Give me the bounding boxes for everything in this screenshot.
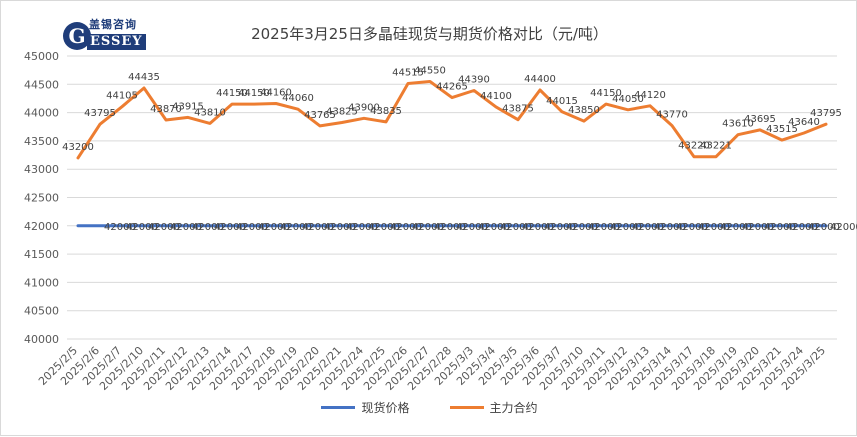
spot-data-label: 42000 <box>610 222 642 233</box>
futures-data-label: 44015 <box>546 96 578 107</box>
legend-label-futures: 主力合约 <box>489 401 538 415</box>
futures-data-label: 43810 <box>194 107 226 118</box>
logo-chinese-text: 盖锡咨询 <box>89 18 137 31</box>
futures-data-label: 43770 <box>656 110 688 121</box>
futures-data-label: 44060 <box>282 93 314 104</box>
y-tick-label: 43500 <box>24 135 59 148</box>
futures-data-label: 44390 <box>458 75 490 86</box>
spot-data-label: 42000 <box>346 222 378 233</box>
chart-title: 2025年3月25日多晶硅现货与期货价格对比（元/吨） <box>251 25 608 43</box>
chart-legend: 现货价格 主力合约 <box>1 399 857 416</box>
spot-data-label: 42000 <box>258 222 290 233</box>
logo-g-emblem: G <box>63 22 91 50</box>
spot-data-label: 42000 <box>544 222 576 233</box>
spot-data-label: 42000 <box>170 222 202 233</box>
legend-swatch-spot <box>321 406 356 409</box>
spot-data-label: 42000 <box>808 222 840 233</box>
spot-data-label: 42000 <box>324 222 356 233</box>
spot-data-label: 42000 <box>104 222 136 233</box>
futures-data-label: 43640 <box>788 117 820 128</box>
futures-data-label: 44150 <box>590 88 622 99</box>
futures-data-label: 43900 <box>348 102 380 113</box>
gessey-logo: 盖锡咨询 G ESSEY <box>63 16 146 54</box>
legend-item-futures: 主力合约 <box>449 399 538 416</box>
y-tick-label: 43000 <box>24 163 59 176</box>
futures-data-label: 43221 <box>700 141 732 152</box>
y-tick-label: 45000 <box>24 50 59 63</box>
spot-data-label: 42000 <box>368 222 400 233</box>
spot-data-label: 42000 <box>588 222 620 233</box>
y-tick-label: 42000 <box>24 220 59 233</box>
futures-data-label: 44150 <box>216 88 248 99</box>
futures-data-label: 43695 <box>744 114 776 125</box>
spot-data-label: 42000 <box>214 222 246 233</box>
y-tick-label: 40000 <box>24 333 59 346</box>
y-tick-label: 44500 <box>24 78 59 91</box>
y-tick-label: 41000 <box>24 276 59 289</box>
spot-data-label: 42000 <box>236 222 268 233</box>
futures-data-label: 43765 <box>304 110 336 121</box>
futures-data-label: 43515 <box>766 124 798 135</box>
futures-data-label: 43875 <box>502 104 534 115</box>
spot-data-label: 42000 <box>390 222 422 233</box>
spot-data-label: 42000 <box>500 222 532 233</box>
spot-data-label: 42000 <box>434 222 466 233</box>
spot-data-label: 42000 <box>676 222 708 233</box>
futures-data-label: 44550 <box>414 65 446 76</box>
legend-label-spot: 现货价格 <box>361 401 410 415</box>
spot-data-label: 42000 <box>412 222 444 233</box>
y-tick-label: 42500 <box>24 192 59 205</box>
futures-data-label: 43610 <box>722 119 754 130</box>
futures-data-label: 44160 <box>260 88 292 99</box>
futures-data-label: 43795 <box>810 108 842 119</box>
spot-data-label: 42000 <box>764 222 796 233</box>
futures-data-label: 44400 <box>524 74 556 85</box>
futures-data-label: 43795 <box>84 108 116 119</box>
futures-data-label: 44050 <box>612 94 644 105</box>
spot-data-label: 42000 <box>654 222 686 233</box>
futures-data-label: 44105 <box>106 91 138 102</box>
spot-data-label: 42000 <box>632 222 664 233</box>
futures-data-label: 44265 <box>436 82 468 93</box>
legend-swatch-futures <box>449 406 484 409</box>
futures-data-label: 43220 <box>678 141 710 152</box>
logo-english-text: ESSEY <box>87 34 146 50</box>
spot-data-label: 42000 <box>192 222 224 233</box>
spot-data-label: 42000 <box>786 222 818 233</box>
spot-data-label: 42000 <box>720 222 752 233</box>
y-tick-label: 40500 <box>24 305 59 318</box>
spot-data-label: 42000 <box>698 222 730 233</box>
futures-data-label: 43850 <box>568 105 600 116</box>
futures-data-label: 44435 <box>128 72 160 83</box>
futures-data-label: 44120 <box>634 90 666 101</box>
futures-data-label: 44515 <box>392 67 424 78</box>
spot-data-label: 42000 <box>148 222 180 233</box>
futures-data-label: 43825 <box>326 107 358 118</box>
legend-item-spot: 现货价格 <box>321 399 410 416</box>
spot-data-label: 42000 <box>126 222 158 233</box>
spot-data-label: 42000 <box>478 222 510 233</box>
spot-data-label: 42000 <box>742 222 774 233</box>
spot-data-label: 42000 <box>830 222 857 233</box>
spot-data-label: 42000 <box>302 222 334 233</box>
futures-price-line <box>76 80 828 160</box>
spot-data-label: 42000 <box>280 222 312 233</box>
futures-data-label: 43835 <box>370 106 402 117</box>
futures-data-label: 43200 <box>62 142 94 153</box>
y-tick-label: 41500 <box>24 248 59 261</box>
spot-data-label: 42000 <box>522 222 554 233</box>
y-tick-label: 44000 <box>24 107 59 120</box>
futures-data-label: 44150 <box>238 88 270 99</box>
futures-data-label: 44100 <box>480 91 512 102</box>
futures-data-label: 43870 <box>150 104 182 115</box>
futures-data-label: 43915 <box>172 101 204 112</box>
spot-data-label: 42000 <box>566 222 598 233</box>
spot-data-label: 42000 <box>456 222 488 233</box>
